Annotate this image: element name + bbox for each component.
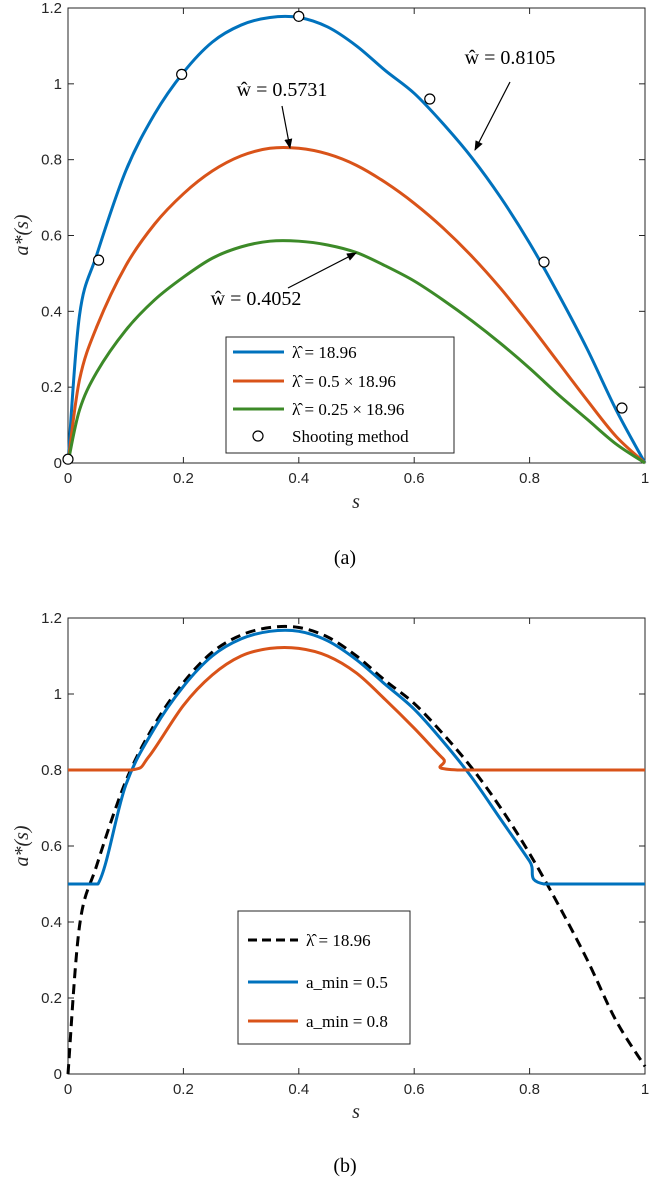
annotation-w-08105-arrow	[474, 81, 511, 151]
legend-marker-shooting-method	[252, 430, 264, 442]
panel-a-y-tick-label: 1.2	[41, 0, 62, 17]
legend-label-lambda-half: λ̂ = 0.5 × 18.96	[292, 372, 396, 391]
shooting-method-point	[538, 256, 550, 268]
panel-a-x-tick-label: 0.2	[173, 470, 194, 487]
legend-label-lambda-dashed: λ̂ = 18.96	[306, 931, 371, 950]
shooting-method-point	[62, 453, 74, 465]
panel-a-legend: λ̂ = 18.96 λ̂ = 0.5 × 18.96 λ̂ = 0.25 × …	[225, 336, 455, 454]
shooting-method-point	[176, 68, 188, 80]
panel-b-x-tick-label: 0.4	[288, 1081, 309, 1098]
panel-b-x-tick-label: 0.2	[173, 1081, 194, 1098]
legend-label-lambda-quarter: λ̂ = 0.25 × 18.96	[292, 400, 404, 419]
panel-a-caption: (a)	[334, 547, 356, 569]
panel-a-x-tick-label: 0.6	[404, 470, 425, 487]
panel-b-y-tick-label: 0	[54, 1066, 62, 1083]
annotation-w-04052: ŵ = 0.4052	[211, 252, 357, 310]
panel-b-y-tick-label: 0.8	[41, 762, 62, 779]
annotation-w-05731-text: ŵ = 0.5731	[237, 79, 328, 101]
annotation-w-08105: ŵ = 0.8105	[465, 47, 556, 151]
panel-b-chart: 0 0.2 0.4 0.6 0.8 100.20.40.60.811.2 s a*(s) …	[11, 610, 649, 1177]
annotation-w-08105-text: ŵ = 0.8105	[465, 47, 556, 69]
panel-b-y-axis-label: a*(s)	[11, 825, 33, 866]
annotation-w-04052-text: ŵ = 0.4052	[211, 288, 302, 310]
legend-label-amin-08: a_min = 0.8	[306, 1012, 388, 1031]
panel-a-chart: 0 0.2 0.4 0.6 0.8 100.20.40.60.811.2 s a*(s) …	[11, 0, 649, 569]
panel-b-y-tick-label: 1	[54, 686, 62, 703]
shooting-method-point	[92, 254, 105, 266]
panel-b-x-axis-label: s	[352, 1101, 360, 1123]
panel-b-caption: (b)	[333, 1155, 356, 1177]
panel-a-x-axis-label: s	[352, 491, 360, 513]
shooting-method-point	[293, 10, 305, 22]
panel-b-x-tick-label: 0.6	[404, 1081, 425, 1098]
panel-a-y-tick-label: 0	[54, 455, 62, 472]
legend-label-lambda-1896: λ̂ = 18.96	[292, 343, 357, 362]
shooting-method-point	[616, 402, 628, 414]
panel-a-y-tick-label: 1	[54, 76, 62, 93]
panel-a-series-line-2	[66, 239, 646, 465]
panel-b-legend: λ̂ = 18.96 a_min = 0.5 a_min = 0.8	[237, 910, 411, 1045]
panel-a-legend-box	[225, 336, 455, 454]
panel-a-markers	[62, 10, 628, 465]
panel-b-x-tick-label: 1	[641, 1081, 649, 1098]
panel-b-y-tick-label: 0.6	[41, 838, 62, 855]
panel-b-y-tick-label: 0.2	[41, 990, 62, 1007]
panel-b-series-line-1	[68, 628, 645, 886]
shooting-method-point	[424, 93, 436, 105]
panel-a-x-tick-label: 0.4	[288, 470, 309, 487]
legend-label-shooting-method: Shooting method	[292, 427, 409, 446]
panel-b-x-tick-label: 0	[64, 1081, 72, 1098]
panel-b-series-line-2	[68, 645, 645, 772]
panel-a-y-tick-label: 0.2	[41, 379, 62, 396]
panel-a-ticks: 0 0.2 0.4 0.6 0.8 1 0 0.2 0.4 0.6 0.8 1 1.2	[41, 0, 649, 487]
panel-a-x-tick-label: 1	[641, 470, 649, 487]
panel-a-y-tick-label: 0.8	[41, 152, 62, 169]
panel-b-y-tick-label: 0.4	[41, 914, 62, 931]
annotation-w-05731-arrow	[281, 105, 293, 149]
annotation-w-05731: ŵ = 0.5731	[237, 79, 328, 149]
panel-a-x-tick-label: 0.8	[519, 470, 540, 487]
legend-label-amin-05: a_min = 0.5	[306, 973, 388, 992]
panel-a-y-axis-label: a*(s)	[11, 214, 33, 255]
panel-a-y-tick-label: 0.4	[41, 303, 62, 320]
panel-b-x-tick-label: 0.8	[519, 1081, 540, 1098]
annotation-w-04052-arrow	[287, 252, 357, 289]
panel-a-x-tick-label: 0	[64, 470, 72, 487]
panel-b-series	[66, 624, 647, 1075]
panel-a-y-tick-label: 0.6	[41, 228, 62, 245]
panel-b-y-tick-label: 1.2	[41, 610, 62, 627]
panel-a-series-line-1	[66, 145, 647, 465]
